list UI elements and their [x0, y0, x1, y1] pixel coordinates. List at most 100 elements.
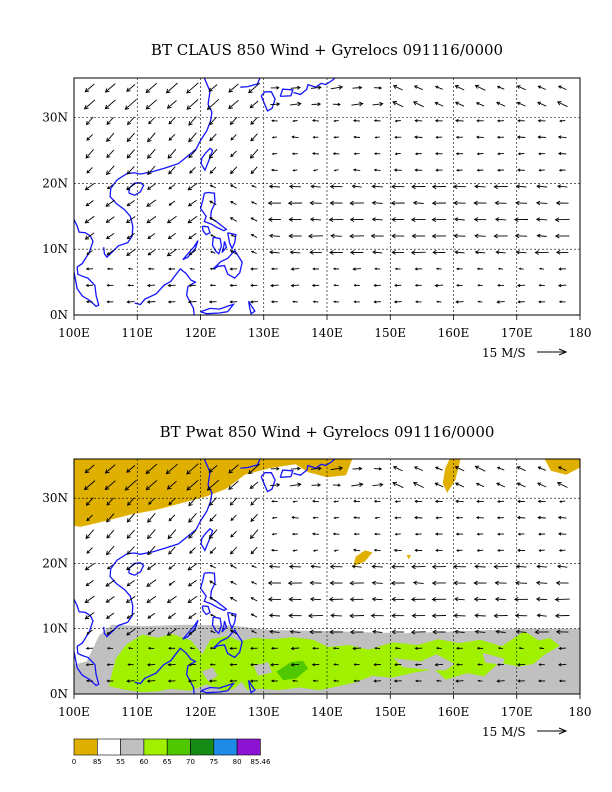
wind-vector	[229, 250, 238, 255]
wind-vector	[147, 545, 156, 556]
wind-vector	[188, 513, 197, 523]
coastline-17	[240, 78, 261, 88]
wind-vector	[556, 481, 568, 488]
wind-vector	[124, 98, 137, 110]
wind-vector	[435, 267, 442, 270]
bottom-coastlines	[74, 459, 336, 694]
wind-vector	[126, 233, 135, 240]
wind-vector	[85, 580, 94, 587]
wind-vector	[127, 497, 135, 506]
wind-vector	[268, 184, 280, 189]
wind-vector	[229, 116, 238, 126]
wind-vector	[166, 100, 177, 109]
wind-vector	[187, 679, 197, 683]
wind-vector	[126, 300, 135, 304]
wind-vector	[454, 85, 465, 91]
wind-vector	[188, 629, 197, 635]
lon-tick-label: 100E	[58, 326, 90, 340]
wind-vector	[209, 184, 216, 189]
wind-vector	[414, 267, 423, 271]
wind-vector	[187, 183, 198, 191]
top-map-title: BT CLAUS 850 Wind + Gyrelocs 091116/0000	[151, 41, 503, 59]
wind-vector	[126, 149, 135, 159]
wind-vector	[494, 596, 507, 602]
wind-vector	[248, 82, 261, 94]
wind-vector	[554, 597, 570, 602]
wind-vector	[414, 548, 423, 552]
wind-vector	[106, 629, 114, 635]
wind-vector	[128, 267, 133, 270]
wind-vector	[373, 548, 381, 552]
wind-vector	[145, 99, 157, 110]
lat-tick-label: 30N	[42, 491, 68, 505]
coastline-15	[279, 88, 294, 98]
wind-vector	[292, 500, 298, 503]
wind-vector	[147, 165, 156, 176]
wind-vector	[516, 85, 526, 91]
wind-vector	[371, 217, 383, 222]
wind-vector	[414, 135, 423, 139]
wind-vector	[330, 85, 344, 90]
wind-vector	[146, 300, 156, 304]
wind-vector	[209, 597, 217, 602]
wind-vector	[477, 300, 483, 303]
wind-vector	[394, 500, 401, 503]
wind-vector	[454, 482, 465, 488]
wind-vector	[517, 548, 526, 552]
wind-vector	[209, 663, 216, 666]
wind-vector	[476, 532, 484, 536]
wind-vector	[353, 499, 361, 503]
wind-vector	[455, 152, 464, 156]
wind-vector	[393, 679, 402, 683]
wind-vector	[393, 548, 402, 552]
wind-vector	[85, 283, 94, 287]
lat-tick-label: 0N	[50, 687, 68, 701]
wind-vector	[287, 200, 303, 206]
wind-vector	[126, 580, 135, 587]
wind-vector	[536, 564, 548, 569]
lon-tick-label: 150E	[374, 326, 406, 340]
wind-vector	[333, 516, 339, 520]
wind-vector	[309, 580, 322, 586]
wind-vector	[250, 613, 258, 618]
wind-vector	[106, 283, 114, 287]
wind-vector	[431, 613, 447, 619]
wind-vector	[126, 165, 135, 175]
wind-vector	[394, 663, 402, 667]
pwat-region-7	[201, 667, 218, 682]
wind-vector	[516, 466, 526, 472]
wind-vector	[333, 119, 339, 123]
wind-vector	[329, 184, 343, 189]
wind-vector	[476, 152, 484, 156]
wind-vector	[167, 233, 176, 240]
coastline-13	[247, 679, 256, 694]
wind-vector	[456, 284, 463, 287]
coastline-1	[74, 219, 100, 308]
wind-vector	[251, 250, 257, 254]
coastline-3	[200, 147, 214, 172]
wind-vector	[392, 465, 403, 472]
wind-vector	[329, 580, 343, 586]
wind-vector	[189, 166, 196, 174]
wind-vector	[290, 85, 301, 90]
wind-vector	[538, 284, 545, 287]
wind-vector	[188, 663, 196, 667]
coastline-17	[240, 459, 261, 469]
wind-vector	[106, 545, 115, 556]
wind-vector	[209, 646, 216, 650]
wind-vector	[126, 513, 135, 523]
wind-vector	[229, 546, 238, 555]
coastline-9	[212, 249, 243, 279]
colorbar-label: 70	[186, 758, 195, 766]
wind-vector	[493, 613, 508, 619]
colorbar-label: 55	[116, 758, 125, 766]
wind-vector	[310, 466, 322, 471]
coastline-0	[103, 78, 213, 259]
wind-vector	[349, 580, 364, 586]
wind-vector	[147, 513, 156, 523]
wind-vector	[434, 482, 444, 488]
wind-vector	[496, 482, 506, 488]
wind-vector	[393, 168, 402, 172]
coastline-15	[279, 469, 294, 478]
wind-vector	[210, 614, 216, 618]
